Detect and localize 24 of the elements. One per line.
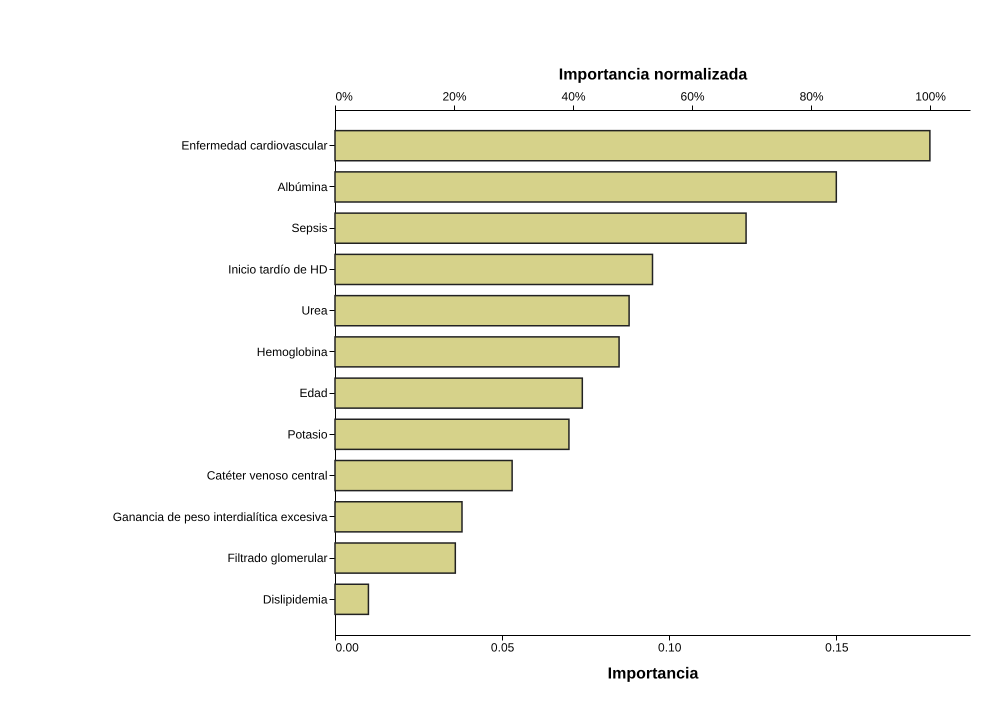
y-tick-label: Inicio tardío de HD (228, 262, 328, 276)
y-tick-label: Dislipidemia (262, 592, 328, 606)
y-tick-label: Urea (301, 304, 328, 318)
y-tick-label: Filtrado glomerular (227, 551, 328, 566)
x2-tick-label: 60% (680, 90, 705, 104)
x2-tick-label: 0% (336, 90, 354, 104)
y-tick-label: Ganancia de peso interdialítica excesiva (112, 510, 328, 524)
y-tick-label: Sepsis (291, 221, 328, 236)
y-tick-label: Enfermedad cardiovascular (181, 138, 328, 153)
y-tick-label: Edad (299, 386, 328, 400)
x-axis-title: Importancia (608, 666, 698, 682)
y-tick-label: Potasio (287, 427, 328, 442)
x-tick-label: 0.15 (825, 640, 849, 654)
x2-tick-label: 20% (442, 90, 467, 104)
x2-tick-label: 100% (915, 90, 946, 104)
x-tick-label: 0.00 (336, 640, 360, 654)
x-tick-label: 0.05 (490, 640, 515, 654)
x2-tick-label: 80% (800, 90, 824, 104)
x2-axis-title: Importancia normalizada (558, 66, 748, 84)
x2-tick-label: 40% (562, 90, 586, 104)
y-tick-label: Hemoglobina (256, 344, 328, 359)
x-tick-label: 0.10 (658, 640, 682, 654)
y-tick-label: Catéter venoso central (206, 468, 328, 483)
y-tick-label: Albúmina (277, 180, 328, 194)
